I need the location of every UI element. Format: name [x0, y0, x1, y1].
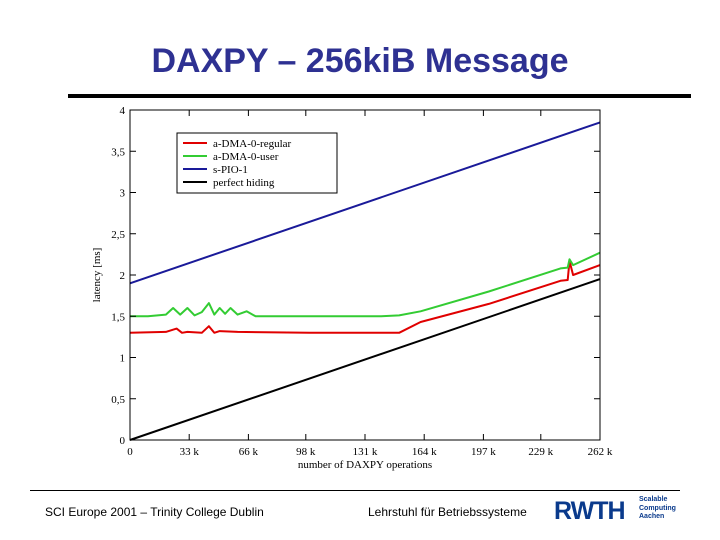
chart-legend: a-DMA-0-regulara-DMA-0-users-PIO-1perfec… — [176, 132, 338, 194]
legend-label: perfect hiding — [213, 177, 275, 189]
y-tick-label: 0 — [120, 435, 126, 447]
series-line-1 — [130, 251, 601, 318]
x-tick-label: 229 k — [528, 446, 553, 458]
y-tick-label: 3,5 — [111, 146, 125, 158]
footer-divider — [30, 490, 680, 491]
rwth-logo-line: Scalable — [639, 496, 668, 503]
x-tick-label: 164 k — [412, 446, 437, 458]
series-line-0 — [129, 260, 601, 334]
legend-label: s-PIO-1 — [213, 164, 248, 176]
axes: 0 0,5 1 1,5 2 2,5 3 3,5 4 0 33 k 66 k 98 k 131 k 164 k… — [91, 105, 613, 471]
y-tick-label: 3 — [120, 188, 126, 200]
rwth-logo-wordmark: RWTH — [554, 497, 626, 525]
x-tick-label: 66 k — [239, 446, 259, 458]
legend-label: a-DMA-0-regular — [213, 138, 292, 150]
x-axis-label: number of DAXPY operations — [298, 459, 432, 471]
y-tick-label: 2 — [120, 270, 126, 282]
plot-area — [129, 121, 601, 441]
slide-title: DAXPY – 256kiB Message — [151, 42, 569, 80]
rwth-logo-subtitle: Scalable Computing Aachen — [639, 496, 676, 522]
y-tick-label: 4 — [120, 105, 126, 117]
y-tick-label: 0,5 — [111, 394, 125, 406]
title-divider — [68, 94, 691, 98]
series-line-2 — [129, 121, 601, 285]
x-tick-label: 98 k — [296, 446, 316, 458]
latency-chart: 0 0,5 1 1,5 2 2,5 3 3,5 4 0 33 k 66 k 98 k 131 k 164 k… — [91, 105, 613, 471]
y-tick-label: 1,5 — [111, 311, 125, 323]
rwth-logo: RWTH Scalable Computing Aachen — [554, 495, 686, 525]
x-tick-label: 262 k — [588, 446, 613, 458]
y-axis-label: latency [ms] — [91, 248, 103, 303]
footer-department: Lehrstuhl für Betriebssysteme — [368, 505, 527, 519]
x-tick-label: 0 — [127, 446, 133, 458]
legend-label: a-DMA-0-user — [213, 151, 279, 163]
footer-conference: SCI Europe 2001 – Trinity College Dublin — [45, 505, 264, 519]
x-tick-label: 33 k — [180, 446, 200, 458]
rwth-logo-line: Aachen — [639, 513, 665, 520]
y-tick-label: 1 — [120, 353, 126, 365]
y-tick-label: 2,5 — [111, 229, 125, 241]
x-tick-label: 131 k — [353, 446, 378, 458]
rwth-logo-line: Computing — [639, 504, 676, 512]
series-line-3 — [129, 278, 601, 441]
x-tick-label: 197 k — [471, 446, 496, 458]
